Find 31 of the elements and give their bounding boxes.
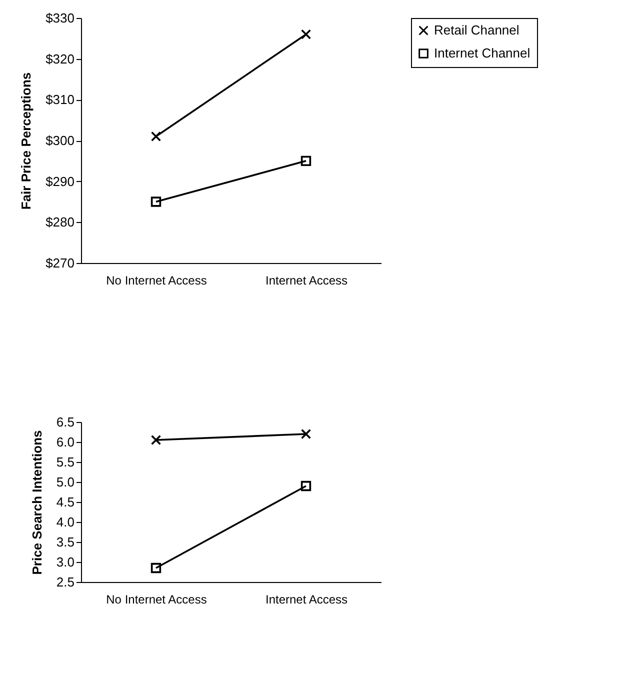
point [300,480,312,492]
y-axis-title: Fair Price Perceptions [18,72,34,210]
point [300,156,312,166]
y-tick-label: 4.0 [56,514,74,530]
point [150,131,162,142]
y-tick-label: $300 [46,133,74,148]
y-tick-label: 5.0 [56,474,74,490]
y-axis-title: Price Search Intentions [29,430,44,575]
y-tick-label: 3.0 [56,554,74,570]
y-tick-label: $310 [46,92,74,108]
y-tick-label: $280 [46,214,74,230]
y-tick-label: $290 [46,174,74,189]
x-tick-label: Internet Access [265,592,348,606]
point [150,434,162,446]
y-tick-label: $270 [46,256,74,270]
y-tick-label: 4.5 [56,494,74,510]
legend-label: Retail Channel [434,22,520,38]
y-tick-label: $330 [46,10,74,26]
y-tick-label: 2.5 [56,574,74,590]
y-tick-label: 6.0 [56,434,74,450]
point [150,562,162,574]
x-tick-label: Internet Access [265,274,348,288]
y-tick-label: 6.5 [56,414,74,430]
y-tick-label: $320 [46,51,74,66]
x-tick-label: No Internet Access [106,274,207,288]
point [300,428,312,440]
x-tick-label: No Internet Access [106,592,207,606]
legend-label: Internet Channel [434,46,530,60]
y-tick-label: 5.5 [56,454,74,470]
point [150,196,162,207]
y-tick-label: 3.5 [56,534,74,550]
